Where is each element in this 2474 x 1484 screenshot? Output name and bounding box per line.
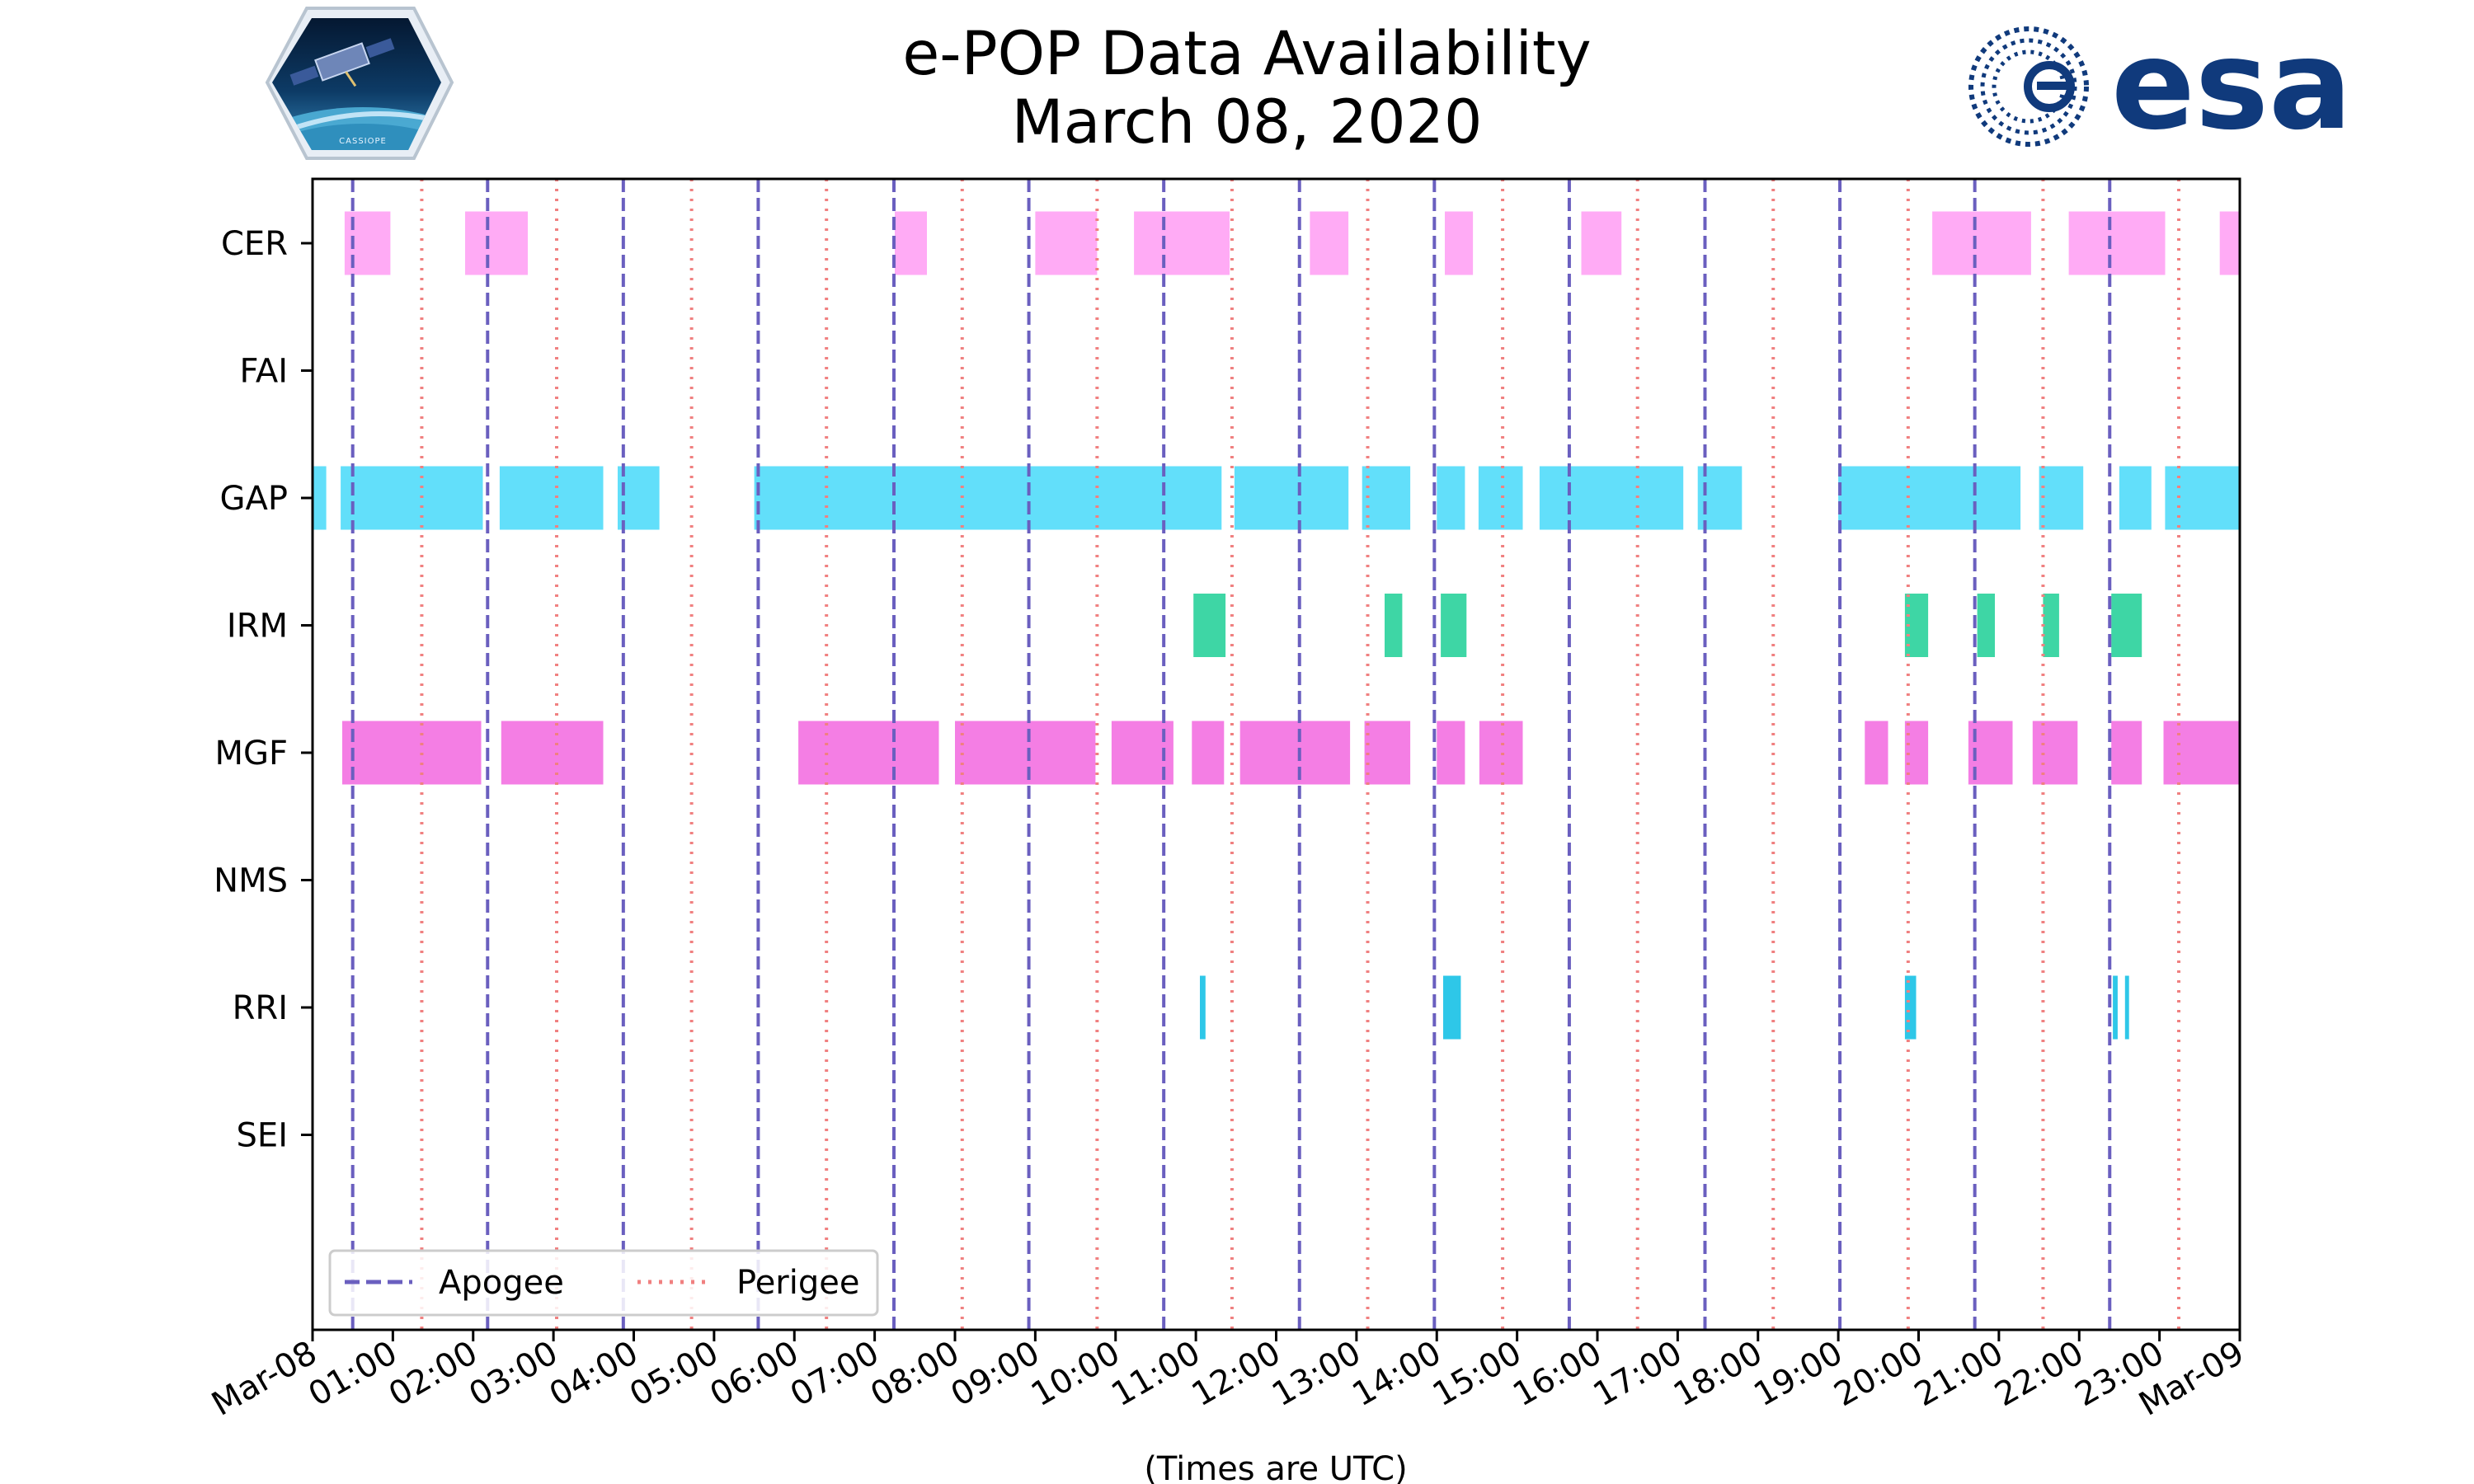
bar-mgf-7 xyxy=(1364,721,1411,785)
bar-mgf-8 xyxy=(1437,721,1465,785)
x-tick-label-19: 19:00 xyxy=(1747,1334,1849,1414)
x-tick-label-14: 14:00 xyxy=(1346,1334,1447,1414)
legend: Apogee Perigee xyxy=(328,1249,879,1317)
cassiope-logo: CASSIOPE xyxy=(265,7,454,160)
bar-gap-5 xyxy=(1234,466,1349,530)
bar-gap-3 xyxy=(618,466,660,530)
bar-gap-4 xyxy=(754,466,1222,530)
x-tick-label-15: 15:00 xyxy=(1427,1334,1528,1414)
bar-mgf-6 xyxy=(1239,721,1351,785)
bar-gap-1 xyxy=(341,466,483,530)
x-tick-label-11: 11:00 xyxy=(1105,1334,1206,1414)
bar-rri-1 xyxy=(1443,975,1461,1040)
x-tick-label-6: 06:00 xyxy=(703,1334,805,1414)
bar-gap-11 xyxy=(1838,466,2021,530)
x-tick-label-17: 17:00 xyxy=(1587,1334,1689,1414)
x-tick-label-12: 12:00 xyxy=(1186,1334,1287,1414)
esa-logo: esa xyxy=(1968,14,2352,157)
x-tick-label-1: 01:00 xyxy=(303,1334,404,1414)
bar-rri-0 xyxy=(1200,975,1206,1040)
bar-cer-10 xyxy=(2219,211,2240,275)
bar-gap-6 xyxy=(1362,466,1411,530)
chart-title-line1: e-POP Data Availability xyxy=(902,19,1591,89)
bar-irm-2 xyxy=(1441,594,1467,657)
bar-gap-13 xyxy=(2119,466,2152,530)
bar-cer-6 xyxy=(1445,211,1474,275)
bar-cer-4 xyxy=(1134,211,1230,275)
bar-mgf-14 xyxy=(2111,721,2142,785)
bar-mgf-3 xyxy=(955,721,1096,785)
bar-irm-1 xyxy=(1385,594,1403,657)
axes: CERFAIGAPIRMMGFNMSRRISEIMar-0801:0002:00… xyxy=(205,177,2251,1424)
x-tick-label-3: 03:00 xyxy=(463,1334,564,1414)
bar-cer-2 xyxy=(895,211,927,275)
bar-gap-9 xyxy=(1539,466,1684,530)
bar-cer-1 xyxy=(465,211,528,275)
bar-mgf-10 xyxy=(1865,721,1888,785)
bar-cer-5 xyxy=(1310,211,1349,275)
chart-title-line2: March 08, 2020 xyxy=(1012,87,1483,157)
bar-gap-7 xyxy=(1437,466,1465,530)
x-tick-label-2: 02:00 xyxy=(383,1334,484,1414)
bar-gap-12 xyxy=(2039,466,2084,530)
bar-mgf-13 xyxy=(2032,721,2078,785)
bar-irm-6 xyxy=(2111,594,2142,657)
x-tick-label-22: 22:00 xyxy=(1988,1334,2090,1414)
y-tick-label-fai: FAI xyxy=(240,353,289,391)
y-tick-label-sei: SEI xyxy=(237,1117,288,1155)
x-tick-label-21: 21:00 xyxy=(1908,1334,2010,1414)
bar-rri-2 xyxy=(1904,975,1917,1040)
esa-logo-text: esa xyxy=(2111,14,2352,157)
y-tick-label-gap: GAP xyxy=(220,480,288,518)
esa-emblem-icon xyxy=(1968,26,2089,147)
x-tick-label-4: 04:00 xyxy=(543,1334,645,1414)
bar-mgf-1 xyxy=(501,721,604,785)
plot-area xyxy=(313,179,2240,1330)
x-tick-label-18: 18:00 xyxy=(1667,1334,1769,1414)
y-tick-label-rri: RRI xyxy=(233,989,288,1027)
bar-irm-5 xyxy=(2043,594,2059,657)
x-axis-label: (Times are UTC) xyxy=(1144,1450,1407,1484)
bar-gap-10 xyxy=(1697,466,1743,530)
bar-gap-0 xyxy=(313,466,327,530)
x-tick-label-10: 10:00 xyxy=(1025,1334,1126,1414)
bar-cer-8 xyxy=(1932,211,2031,275)
y-tick-label-cer: CER xyxy=(221,225,288,263)
y-tick-label-mgf: MGF xyxy=(214,735,288,773)
bar-gap-14 xyxy=(2165,466,2240,530)
bar-gap-2 xyxy=(499,466,604,530)
x-tick-label-5: 05:00 xyxy=(623,1334,725,1414)
y-tick-label-irm: IRM xyxy=(227,608,288,646)
x-tick-label-8: 08:00 xyxy=(864,1334,966,1414)
bar-irm-0 xyxy=(1193,594,1226,657)
bar-rri-3 xyxy=(2113,975,2118,1040)
legend-perigee-label: Perigee xyxy=(736,1264,859,1302)
legend-box xyxy=(328,1249,879,1317)
bar-cer-9 xyxy=(2068,211,2166,275)
bar-cer-3 xyxy=(1035,211,1098,275)
x-tick-label-16: 16:00 xyxy=(1507,1334,1608,1414)
bar-gap-8 xyxy=(1478,466,1523,530)
bar-mgf-2 xyxy=(798,721,939,785)
bar-mgf-15 xyxy=(2163,721,2240,785)
x-tick-label-9: 09:00 xyxy=(945,1334,1047,1414)
bar-mgf-0 xyxy=(342,721,482,785)
x-tick-label-13: 13:00 xyxy=(1266,1334,1367,1414)
bar-mgf-5 xyxy=(1192,721,1225,785)
legend-apogee-label: Apogee xyxy=(439,1264,564,1302)
bar-cer-7 xyxy=(1581,211,1622,275)
bar-rri-4 xyxy=(2124,975,2129,1040)
bar-irm-4 xyxy=(1977,594,1995,657)
x-tick-label-7: 07:00 xyxy=(784,1334,886,1414)
x-tick-label-20: 20:00 xyxy=(1828,1334,1930,1414)
y-tick-label-nms: NMS xyxy=(214,862,288,900)
cassiope-logo-text: CASSIOPE xyxy=(339,137,387,146)
